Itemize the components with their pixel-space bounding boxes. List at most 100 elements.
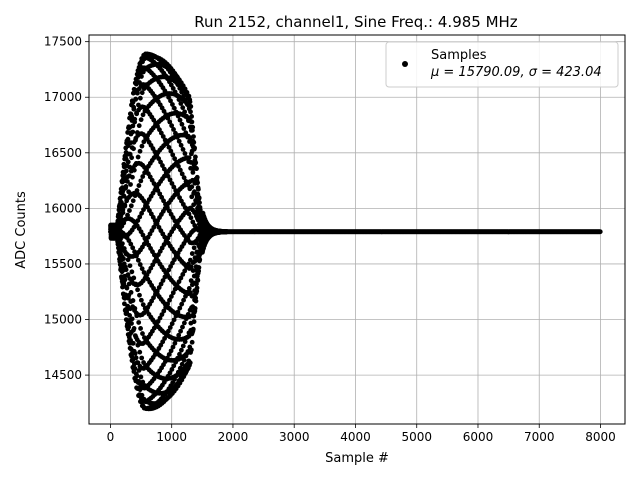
sample-point: [161, 166, 167, 172]
sample-point: [131, 326, 137, 331]
sample-point: [186, 211, 192, 217]
sample-point: [125, 272, 131, 278]
sample-point: [186, 286, 192, 291]
sample-point: [182, 109, 188, 115]
sample-point: [137, 349, 143, 355]
sample-point: [180, 324, 185, 330]
sample-point: [169, 321, 175, 327]
sample-point: [128, 289, 134, 295]
x-tick-label: 4000: [340, 430, 371, 444]
sample-point: [128, 241, 134, 247]
x-tick-label: 5000: [401, 430, 432, 444]
sample-point: [182, 339, 188, 345]
sample-point: [171, 363, 177, 369]
sample-point: [129, 321, 134, 326]
sample-point: [130, 123, 136, 129]
sample-point: [597, 229, 603, 235]
sample-point: [117, 195, 123, 201]
sample-point: [177, 117, 183, 123]
sample-point: [160, 163, 165, 168]
sample-point: [170, 344, 176, 350]
sample-point: [189, 184, 195, 190]
legend: Samples μ = 15790.09, σ = 423.04: [385, 41, 619, 88]
sample-point: [129, 316, 135, 322]
sample-point: [140, 174, 146, 179]
sample-point: [122, 203, 128, 209]
sample-point: [179, 301, 185, 307]
sample-point: [131, 106, 137, 112]
legend-box: [385, 41, 619, 88]
sample-point: [188, 104, 194, 109]
sample-point: [128, 182, 133, 187]
sample-point: [124, 285, 130, 291]
sample-point: [193, 154, 198, 160]
sample-point: [170, 290, 176, 296]
sample-point: [167, 177, 173, 183]
sample-point: [195, 278, 201, 283]
y-axis-ticks: 14500 15000 15500 16000 16500 17000 17500: [44, 35, 89, 382]
sample-point: [134, 188, 140, 193]
sample-point: [178, 328, 183, 334]
sample-point: [196, 265, 202, 270]
sample-point: [130, 298, 136, 303]
sample-point: [129, 269, 135, 275]
sample-point: [168, 348, 174, 354]
sample-point: [181, 297, 186, 303]
sample-point: [195, 180, 201, 186]
y-tick-label: 16500: [44, 146, 82, 160]
sample-point: [167, 119, 173, 125]
sample-point: [187, 99, 193, 105]
sample-point: [171, 127, 176, 132]
sample-point: [176, 138, 182, 144]
sample-point: [172, 156, 178, 162]
sample-point: [179, 121, 185, 127]
sample-point: [160, 278, 166, 283]
sample-point: [197, 207, 203, 213]
sample-point: [137, 292, 142, 298]
sample-point: [121, 256, 126, 262]
sample-point: [169, 123, 175, 129]
sample-point: [178, 142, 184, 148]
y-tick-label: 15000: [44, 313, 82, 327]
sample-point: [176, 279, 182, 285]
y-tick-label: 17000: [44, 90, 82, 104]
sample-point: [196, 195, 202, 201]
sample-point: [180, 147, 186, 152]
sample-point: [125, 257, 131, 263]
sample-point: [140, 302, 146, 308]
sample-point: [160, 134, 166, 139]
sample-point: [137, 262, 143, 267]
sample-point: [158, 159, 163, 165]
sample-point: [190, 326, 196, 332]
sample-point: [137, 214, 143, 220]
sample-point: [126, 324, 132, 330]
sample-point: [184, 89, 190, 95]
sample-point: [125, 179, 130, 184]
sample-point: [135, 257, 141, 263]
sample-point: [188, 109, 193, 115]
sample-point: [178, 101, 184, 106]
sample-point: [135, 287, 140, 293]
sample-point: [182, 151, 188, 156]
sample-point: [189, 119, 195, 125]
sample-point: [191, 313, 197, 319]
sample-point: [123, 267, 129, 273]
sample-point: [166, 144, 172, 150]
sample-point: [178, 347, 184, 353]
grid: [89, 35, 625, 424]
sample-point: [139, 90, 145, 96]
legend-label: Samples: [431, 48, 487, 63]
sample-point: [131, 146, 136, 152]
sample-point: [194, 166, 199, 172]
sample-point: [122, 301, 127, 307]
sample-point: [196, 268, 202, 274]
sample-point: [123, 184, 129, 189]
sample-point: [169, 181, 175, 186]
sample-point: [190, 170, 196, 175]
sample-point: [130, 198, 136, 204]
y-tick-label: 17500: [44, 35, 82, 49]
sample-point: [138, 374, 144, 380]
sample-point: [136, 183, 142, 188]
sample-point: [135, 218, 141, 223]
sample-point: [130, 245, 136, 251]
